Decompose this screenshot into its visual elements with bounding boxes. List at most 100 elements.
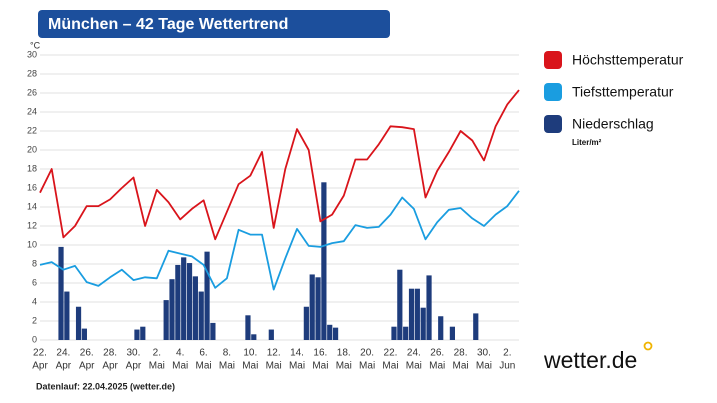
precipitation-bar	[181, 257, 187, 340]
y-tick-label: 18	[27, 163, 37, 173]
y-tick-label: 6	[32, 277, 37, 287]
x-tick-label: 8.	[223, 348, 231, 359]
precipitation-bar	[245, 315, 251, 340]
x-tick-label: 4.	[176, 348, 184, 359]
x-tick-month: Apr	[32, 361, 48, 372]
precipitation-bar	[64, 291, 70, 340]
precipitation-bar	[198, 291, 204, 340]
precipitation-bar	[163, 300, 169, 340]
precipitation-bar	[420, 307, 426, 340]
precipitation-bar	[169, 279, 175, 340]
legend-swatch	[544, 83, 562, 101]
precipitation-bar	[403, 326, 409, 340]
precipitation-bar	[426, 275, 432, 340]
x-tick-month: Mai	[453, 361, 469, 372]
precipitation-bar	[473, 313, 479, 340]
legend-unit: Liter/m²	[572, 138, 602, 147]
y-tick-label: 22	[27, 125, 37, 135]
x-tick-month: Mai	[172, 361, 188, 372]
precipitation-bar	[309, 274, 315, 340]
note: Datenlauf: 22.04.2025 (wetter.de)	[36, 381, 175, 391]
x-tick-label: 28.	[103, 348, 117, 359]
title-bar	[38, 10, 390, 38]
x-tick-label: 26.	[430, 348, 444, 359]
temperature-line	[39, 89, 520, 241]
x-tick-label: 14.	[290, 348, 304, 359]
y-tick-label: 30	[27, 49, 37, 59]
logo-dot	[643, 341, 653, 351]
precipitation-bar	[140, 326, 146, 340]
x-tick-month: Mai	[266, 361, 282, 372]
y-tick-label: 10	[27, 239, 37, 249]
precipitation-bar	[303, 306, 309, 340]
x-tick-label: 24.	[407, 348, 421, 359]
x-tick-label: 24.	[56, 348, 70, 359]
legend-swatch	[544, 51, 562, 69]
precipitation-bar	[210, 322, 216, 340]
x-tick-label: 30.	[127, 348, 141, 359]
x-tick-month: Mai	[195, 361, 211, 372]
precipitation-bar	[58, 246, 64, 340]
x-tick-label: 22.	[384, 348, 398, 359]
x-tick-label: 22.	[33, 348, 47, 359]
precipitation-bar	[251, 334, 257, 340]
x-tick-label: 20.	[360, 348, 374, 359]
precipitation-bar	[391, 326, 397, 340]
y-tick-label: 20	[27, 144, 37, 154]
precipitation-bar	[449, 326, 456, 340]
precipitation-bar	[175, 264, 181, 340]
x-tick-month: Mai	[149, 361, 165, 372]
y-tick-label: 16	[27, 182, 37, 192]
y-tick-label: 8	[32, 258, 37, 268]
x-tick-label: 12.	[267, 348, 281, 359]
x-tick-month: Apr	[102, 361, 118, 372]
x-tick-month: Mai	[219, 361, 235, 372]
precipitation-bar	[81, 328, 87, 340]
chart-title: München – 42 Tage Wettertrend	[48, 16, 288, 33]
y-unit: °C	[30, 40, 41, 50]
x-tick-month: Mai	[476, 361, 492, 372]
x-tick-month: Mai	[382, 361, 398, 372]
precipitation-bar	[186, 263, 193, 340]
x-tick-month: Mai	[336, 361, 352, 372]
precipitation-bar	[414, 288, 420, 340]
precipitation-bar	[75, 306, 82, 340]
x-tick-month: Apr	[79, 361, 95, 372]
precipitation-bar	[192, 276, 198, 340]
x-tick-label: 16.	[313, 348, 327, 359]
y-tick-label: 2	[32, 315, 37, 325]
x-tick-label: 6.	[199, 348, 207, 359]
x-tick-month: Mai	[359, 361, 375, 372]
x-tick-month: Mai	[429, 361, 445, 372]
precipitation-bar	[321, 182, 327, 340]
precipitation-bar	[315, 277, 321, 340]
precipitation-bar	[268, 329, 274, 340]
precipitation-bar	[332, 327, 339, 340]
x-tick-label: 28.	[454, 348, 468, 359]
x-tick-month: Apr	[126, 361, 142, 372]
precipitation-bar	[204, 251, 210, 340]
x-tick-month: Jun	[499, 361, 515, 372]
precipitation-bar	[327, 324, 333, 340]
x-tick-month: Mai	[406, 361, 422, 372]
legend-label: Höchsttemperatur	[572, 52, 684, 68]
y-tick-label: 14	[27, 201, 37, 211]
logo: wetter.de	[543, 347, 637, 373]
y-tick-label: 26	[27, 87, 37, 97]
x-tick-month: Mai	[312, 361, 328, 372]
x-tick-label: 30.	[477, 348, 491, 359]
y-tick-label: 0	[32, 334, 37, 344]
x-tick-month: Mai	[242, 361, 258, 372]
y-tick-label: 4	[32, 296, 37, 306]
y-tick-label: 12	[27, 220, 37, 230]
legend-swatch	[544, 115, 562, 133]
x-tick-label: 10.	[243, 348, 257, 359]
temperature-line	[39, 190, 520, 291]
precipitation-bar	[397, 269, 403, 340]
precipitation-bar	[408, 288, 415, 340]
x-tick-label: 18.	[337, 348, 351, 359]
x-tick-month: Apr	[56, 361, 72, 372]
y-tick-label: 28	[27, 68, 37, 78]
precipitation-bar	[134, 329, 140, 340]
